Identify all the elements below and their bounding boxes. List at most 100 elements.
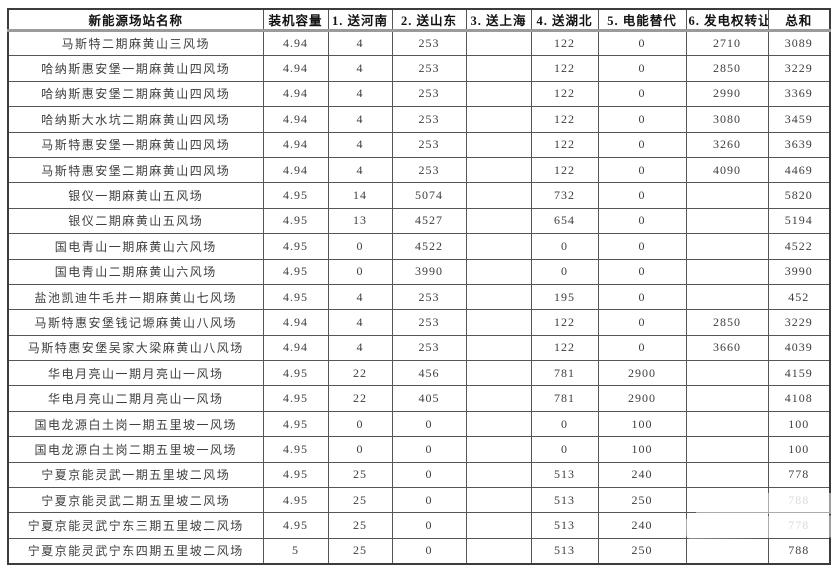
value-cell — [685, 360, 769, 387]
station-name-cell: 哈纳斯惠安堡一期麻黄山四风场 — [7, 55, 264, 82]
value-cell: 122 — [530, 55, 599, 82]
value-cell: 4 — [327, 131, 393, 158]
value-cell: 513 — [530, 461, 599, 489]
value-cell: 2850 — [685, 309, 769, 336]
value-cell: 4 — [327, 334, 393, 362]
value-cell: 4522 — [391, 233, 467, 260]
value-cell: 2990 — [685, 80, 769, 108]
value-cell: 13 — [327, 207, 393, 235]
value-cell: 732 — [530, 182, 599, 209]
value-cell: 14 — [327, 182, 393, 209]
value-cell: 253 — [391, 283, 467, 311]
value-cell: 0 — [597, 131, 687, 158]
table-row: 国电龙源白土岗二期五里坡一风场 4.95 0 0 0 100 100 — [7, 436, 831, 463]
table-row: 马斯特惠安堡一期麻黄山四风场 4.94 4 253 122 0 3260 3639 — [7, 131, 831, 158]
table-row: 华电月亮山一期月亮山一风场 4.95 22 456 781 2900 4159 — [7, 360, 831, 387]
column-header-total: 总和 — [767, 8, 831, 32]
station-name-cell: 银仪一期麻黄山五风场 — [7, 182, 264, 209]
value-cell: 778 — [767, 461, 831, 489]
value-cell: 4469 — [767, 156, 831, 184]
value-cell: 781 — [530, 360, 599, 387]
value-cell: 4 — [327, 283, 393, 311]
value-cell: 0 — [530, 410, 599, 438]
value-cell: 4.95 — [262, 360, 329, 387]
value-cell: 0 — [597, 156, 687, 184]
station-name-cell: 盐池凯迪牛毛井一期麻黄山七风场 — [7, 283, 264, 311]
station-name-cell: 国电青山二期麻黄山六风场 — [7, 258, 264, 285]
table-row: 宁夏京能灵武二期五里坡二风场 4.95 25 0 513 250 788 — [7, 487, 831, 514]
value-cell — [685, 207, 769, 235]
value-cell: 4.94 — [262, 29, 329, 57]
station-name-cell: 国电龙源白土岗一期五里坡一风场 — [7, 410, 264, 438]
station-name-cell: 宁夏京能灵武宁东四期五里坡二风场 — [7, 537, 264, 565]
value-cell: 0 — [597, 80, 687, 108]
value-cell: 0 — [327, 258, 393, 285]
value-cell: 4.94 — [262, 309, 329, 336]
value-cell: 25 — [327, 487, 393, 514]
value-cell: 122 — [530, 156, 599, 184]
value-cell: 253 — [391, 80, 467, 108]
value-cell: 100 — [767, 436, 831, 463]
value-cell: 122 — [530, 309, 599, 336]
value-cell: 0 — [597, 182, 687, 209]
value-cell — [465, 106, 532, 133]
value-cell: 4.95 — [262, 182, 329, 209]
value-cell — [465, 512, 532, 539]
value-cell: 250 — [597, 487, 687, 514]
value-cell — [465, 309, 532, 336]
value-cell — [465, 80, 532, 108]
value-cell: 781 — [530, 385, 599, 412]
column-header-station-name: 新能源场站名称 — [7, 8, 264, 32]
value-cell: 100 — [597, 436, 687, 463]
value-cell: 4.95 — [262, 283, 329, 311]
station-name-cell: 马斯特惠安堡吴家大梁麻黄山八风场 — [7, 334, 264, 362]
value-cell: 253 — [391, 309, 467, 336]
value-cell: 4.94 — [262, 334, 329, 362]
value-cell — [685, 182, 769, 209]
value-cell: 654 — [530, 207, 599, 235]
table-row: 宁夏京能灵武宁东四期五里坡二风场 5 25 0 513 250 788 — [7, 537, 831, 565]
value-cell — [465, 283, 532, 311]
value-cell: 4.95 — [262, 436, 329, 463]
value-cell: 122 — [530, 106, 599, 133]
value-cell — [685, 512, 769, 539]
value-cell: 0 — [391, 461, 467, 489]
value-cell: 0 — [597, 55, 687, 82]
table-row: 盐池凯迪牛毛井一期麻黄山七风场 4.95 4 253 195 0 452 — [7, 283, 831, 311]
value-cell: 0 — [597, 233, 687, 260]
column-header-installed-capacity: 装机容量 — [262, 8, 329, 32]
value-cell: 788 — [767, 487, 831, 514]
value-cell — [465, 436, 532, 463]
value-cell: 4.95 — [262, 233, 329, 260]
value-cell — [685, 233, 769, 260]
value-cell: 2850 — [685, 55, 769, 82]
table-row: 马斯特二期麻黄山三风场 4.94 4 253 122 0 2710 3089 — [7, 29, 831, 57]
value-cell — [465, 131, 532, 158]
station-name-cell: 马斯特惠安堡一期麻黄山四风场 — [7, 131, 264, 158]
value-cell: 513 — [530, 487, 599, 514]
value-cell — [465, 233, 532, 260]
value-cell: 25 — [327, 537, 393, 565]
value-cell: 0 — [597, 106, 687, 133]
value-cell — [685, 258, 769, 285]
value-cell: 5194 — [767, 207, 831, 235]
value-cell: 122 — [530, 80, 599, 108]
table-row: 马斯特惠安堡钱记塬麻黄山八风场 4.94 4 253 122 0 2850 3229 — [7, 309, 831, 336]
value-cell: 0 — [327, 436, 393, 463]
value-cell: 3229 — [767, 55, 831, 82]
value-cell: 4.95 — [262, 512, 329, 539]
value-cell: 0 — [391, 512, 467, 539]
value-cell — [685, 487, 769, 514]
value-cell: 4 — [327, 106, 393, 133]
value-cell: 0 — [327, 233, 393, 260]
value-cell: 4 — [327, 55, 393, 82]
column-header-power-substitution: 5. 电能替代 — [597, 8, 687, 32]
value-cell — [685, 283, 769, 311]
value-cell: 4 — [327, 29, 393, 57]
value-cell: 3080 — [685, 106, 769, 133]
value-cell: 25 — [327, 512, 393, 539]
value-cell: 4.95 — [262, 410, 329, 438]
station-name-cell: 宁夏京能灵武宁东三期五里坡二风场 — [7, 512, 264, 539]
table-row: 哈纳斯惠安堡一期麻黄山四风场 4.94 4 253 122 0 2850 3229 — [7, 55, 831, 82]
value-cell: 3990 — [391, 258, 467, 285]
